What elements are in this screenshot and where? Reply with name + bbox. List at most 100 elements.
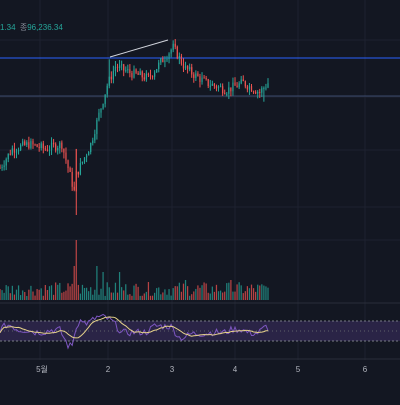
candle-body	[168, 53, 170, 59]
candle-body	[7, 153, 9, 160]
candle-body	[22, 141, 24, 145]
candle-body	[189, 67, 191, 70]
candle-body	[36, 144, 38, 148]
volume-bar	[75, 240, 77, 300]
volume-bar	[114, 282, 117, 300]
volume-bar	[34, 295, 36, 300]
volume-bar	[85, 287, 88, 300]
candle-body	[102, 103, 104, 109]
volume-bar	[263, 285, 265, 300]
candle-body	[151, 76, 154, 78]
volume-bar	[224, 291, 226, 300]
volume-bar	[38, 289, 40, 300]
volume-bar	[242, 293, 244, 300]
candle-body	[24, 141, 26, 145]
volume-bar	[28, 289, 30, 300]
volume-bar	[69, 286, 71, 300]
volume-bar	[96, 266, 98, 300]
candle-body	[5, 159, 7, 166]
candle-body	[197, 73, 199, 77]
volume-bar	[199, 287, 201, 300]
candle-body	[85, 155, 88, 158]
volume-bar	[234, 291, 236, 300]
candle-body	[178, 55, 180, 59]
trend-line	[109, 39, 169, 58]
candle-body	[11, 148, 13, 155]
candle-body	[222, 86, 224, 94]
candle-body	[226, 93, 228, 95]
candle-body	[145, 73, 147, 80]
volume-bar	[147, 282, 150, 300]
volume-bar	[149, 295, 152, 300]
candle-body	[238, 83, 240, 88]
candle-body	[205, 77, 207, 80]
candle-body	[59, 142, 61, 149]
candle-body	[19, 144, 22, 151]
volume-bar	[164, 289, 166, 300]
candle-body	[228, 87, 230, 94]
candle-body	[55, 144, 57, 151]
volume-bar	[3, 292, 5, 300]
volume-bar	[55, 282, 57, 300]
candle-body	[172, 43, 174, 50]
candle-body	[110, 76, 112, 80]
candle-body	[112, 71, 115, 80]
volume-bar	[160, 294, 162, 300]
candle-body	[246, 86, 249, 90]
candle-body	[174, 43, 176, 47]
volume-bar	[143, 293, 145, 300]
candle-body	[30, 141, 32, 149]
volume-bar	[191, 294, 193, 300]
volume-bar	[118, 272, 121, 300]
volume-bar	[184, 280, 187, 300]
candle-body	[184, 65, 187, 69]
volume-bar	[166, 294, 168, 300]
volume-bar	[259, 285, 261, 300]
volume-bar	[19, 295, 22, 300]
volume-bar	[77, 284, 79, 300]
candle-body	[147, 73, 150, 76]
candle-body	[255, 92, 257, 94]
volume-bar	[73, 266, 75, 300]
volume-bar	[209, 293, 211, 300]
candle-body	[69, 168, 71, 172]
candle-body	[52, 142, 55, 145]
candle-body	[219, 86, 222, 88]
volume-bar	[36, 289, 38, 300]
candle-body	[129, 69, 131, 74]
volume-bar	[176, 286, 178, 300]
candle-body	[46, 149, 49, 151]
volume-bar	[98, 294, 100, 300]
volume-bar	[219, 290, 222, 300]
candle-body	[164, 60, 166, 63]
volume-bar	[232, 291, 234, 300]
candle-body	[250, 86, 253, 92]
candle-body	[213, 83, 216, 87]
volume-bar	[236, 284, 238, 300]
volume-bar	[197, 285, 199, 300]
candle-body	[158, 62, 160, 70]
candle-body	[28, 142, 30, 149]
volume-bar	[94, 289, 96, 300]
volume-bar	[133, 285, 135, 300]
volume-bar	[129, 294, 131, 300]
candle-body	[67, 160, 69, 169]
volume-bar	[42, 295, 44, 300]
volume-bar	[246, 286, 249, 300]
volume-bar	[201, 285, 203, 300]
rsi-line	[0, 313, 269, 350]
volume-bar	[174, 286, 176, 300]
ohlc-readout: 1.34 종96,236.34	[0, 22, 63, 34]
volume-bar	[1, 290, 3, 300]
volume-bar	[252, 288, 255, 300]
candle-body	[211, 83, 213, 86]
volume-bar	[102, 272, 104, 300]
candle-body	[98, 112, 100, 120]
candle-body	[149, 75, 152, 77]
volume-bar	[170, 295, 172, 300]
candle-body	[40, 143, 42, 148]
volume-bar	[90, 287, 92, 300]
candle-body	[170, 49, 172, 54]
